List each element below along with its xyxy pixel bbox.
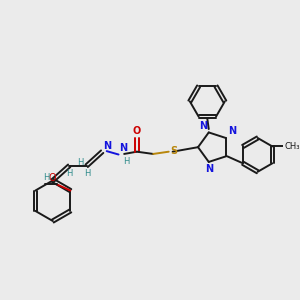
Text: N: N — [228, 126, 236, 136]
Text: H: H — [66, 169, 72, 178]
Text: O: O — [133, 126, 141, 136]
Text: H: H — [77, 158, 83, 167]
Text: S: S — [170, 146, 177, 156]
Text: H: H — [124, 157, 130, 166]
Text: H: H — [84, 169, 90, 178]
Text: N: N — [119, 143, 127, 153]
Text: N: N — [103, 141, 111, 151]
Text: N: N — [205, 164, 213, 175]
Text: O: O — [48, 173, 56, 183]
Text: H: H — [43, 172, 49, 182]
Text: CH₃: CH₃ — [285, 142, 300, 151]
Text: N: N — [199, 121, 207, 131]
